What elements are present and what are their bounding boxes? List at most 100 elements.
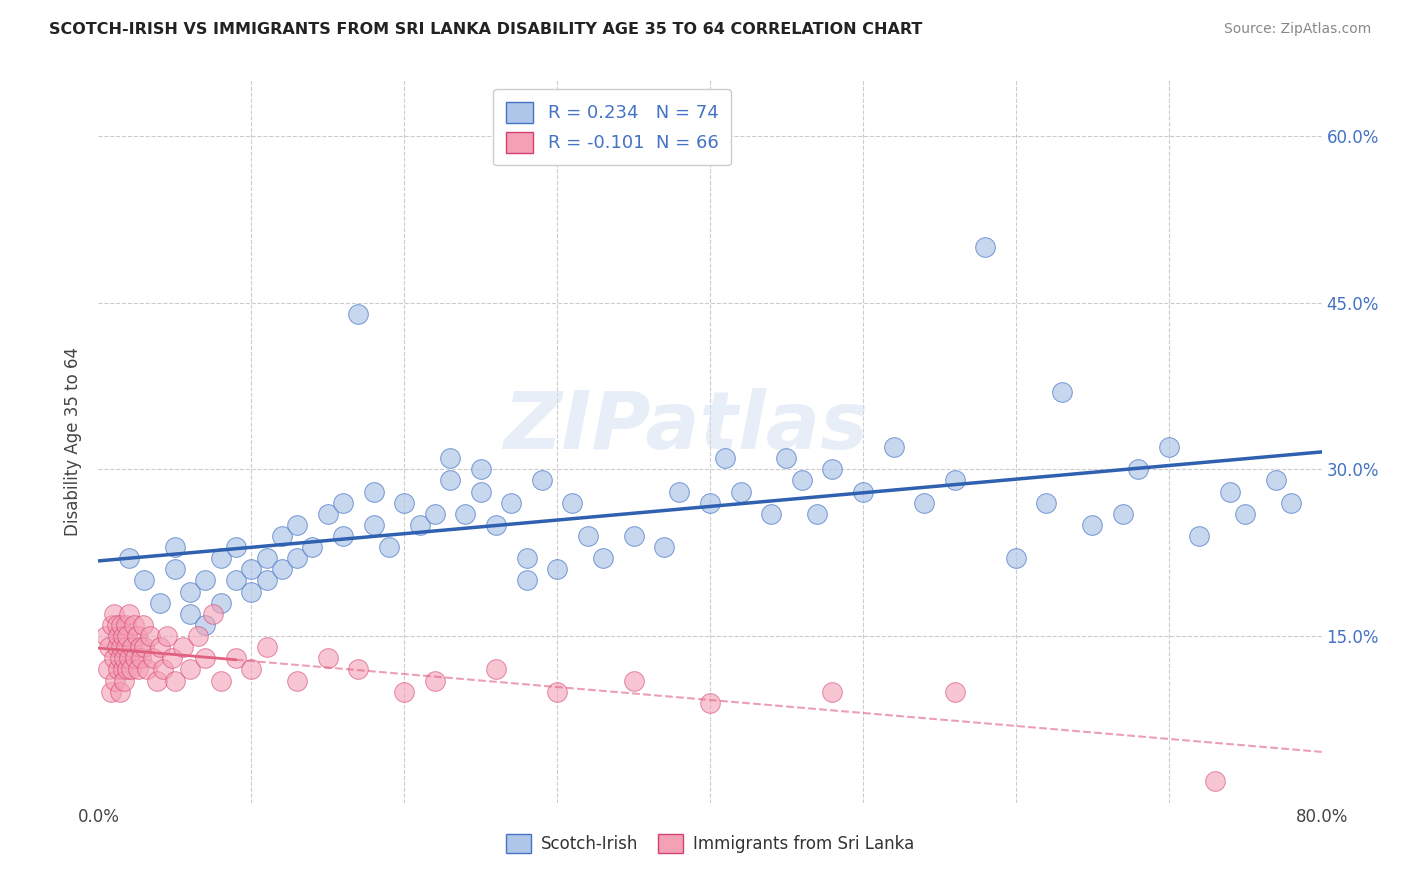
Point: [470, 484, 492, 499]
Point: [100, 684, 122, 698]
Point: [454, 507, 477, 521]
Point: [134, 640, 156, 655]
Point: [122, 618, 145, 632]
Point: [129, 651, 152, 665]
Point: [156, 629, 179, 643]
Point: [347, 307, 370, 321]
Point: [108, 684, 131, 698]
Point: [392, 684, 416, 698]
Point: [592, 551, 614, 566]
Point: [516, 551, 538, 566]
Point: [730, 484, 752, 499]
Point: [110, 618, 132, 632]
Point: [256, 551, 278, 566]
Point: [285, 517, 308, 532]
Point: [623, 529, 645, 543]
Point: [1128, 462, 1150, 476]
Y-axis label: Disability Age 35 to 64: Disability Age 35 to 64: [65, 347, 83, 536]
Point: [256, 640, 278, 655]
Point: [423, 507, 446, 521]
Point: [149, 596, 172, 610]
Point: [821, 462, 844, 476]
Point: [883, 440, 905, 454]
Point: [112, 673, 135, 688]
Point: [256, 574, 278, 588]
Point: [160, 651, 183, 665]
Point: [790, 474, 813, 488]
Point: [94, 629, 117, 643]
Point: [225, 574, 247, 588]
Point: [576, 529, 599, 543]
Point: [501, 496, 523, 510]
Point: [1264, 474, 1286, 488]
Point: [121, 640, 143, 655]
Point: [112, 651, 135, 665]
Point: [103, 651, 125, 665]
Point: [775, 451, 797, 466]
Point: [270, 562, 292, 576]
Point: [105, 640, 128, 655]
Point: [652, 540, 675, 554]
Point: [1279, 496, 1302, 510]
Point: [98, 640, 121, 655]
Point: [363, 484, 385, 499]
Point: [912, 496, 935, 510]
Point: [194, 651, 217, 665]
Point: [117, 662, 139, 676]
Point: [107, 629, 129, 643]
Point: [194, 618, 217, 632]
Point: [125, 629, 148, 643]
Point: [163, 673, 186, 688]
Point: [134, 574, 156, 588]
Point: [332, 496, 354, 510]
Point: [240, 562, 263, 576]
Point: [1219, 484, 1241, 499]
Point: [623, 673, 645, 688]
Point: [1035, 496, 1057, 510]
Point: [172, 640, 194, 655]
Point: [111, 662, 134, 676]
Point: [120, 662, 142, 676]
Point: [1004, 551, 1026, 566]
Point: [806, 507, 828, 521]
Point: [546, 684, 568, 698]
Point: [124, 651, 146, 665]
Point: [209, 596, 232, 610]
Point: [179, 584, 201, 599]
Point: [852, 484, 875, 499]
Point: [1081, 517, 1104, 532]
Point: [118, 551, 141, 566]
Point: [163, 562, 186, 576]
Point: [149, 640, 172, 655]
Point: [759, 507, 782, 521]
Point: [115, 618, 138, 632]
Legend: Scotch-Irish, Immigrants from Sri Lanka: Scotch-Irish, Immigrants from Sri Lanka: [499, 827, 921, 860]
Point: [530, 474, 553, 488]
Point: [104, 673, 127, 688]
Point: [179, 607, 201, 621]
Point: [439, 474, 461, 488]
Point: [163, 540, 186, 554]
Point: [128, 640, 150, 655]
Point: [107, 662, 129, 676]
Point: [1204, 773, 1226, 788]
Point: [485, 517, 508, 532]
Point: [139, 629, 162, 643]
Point: [179, 662, 201, 676]
Point: [470, 462, 492, 476]
Point: [132, 618, 155, 632]
Point: [202, 607, 225, 621]
Point: [943, 684, 966, 698]
Point: [225, 651, 247, 665]
Point: [408, 517, 430, 532]
Point: [316, 651, 339, 665]
Point: [363, 517, 385, 532]
Point: [668, 484, 690, 499]
Point: [1234, 507, 1257, 521]
Point: [108, 651, 131, 665]
Point: [392, 496, 416, 510]
Point: [821, 684, 844, 698]
Point: [152, 662, 174, 676]
Point: [316, 507, 339, 521]
Point: [714, 451, 737, 466]
